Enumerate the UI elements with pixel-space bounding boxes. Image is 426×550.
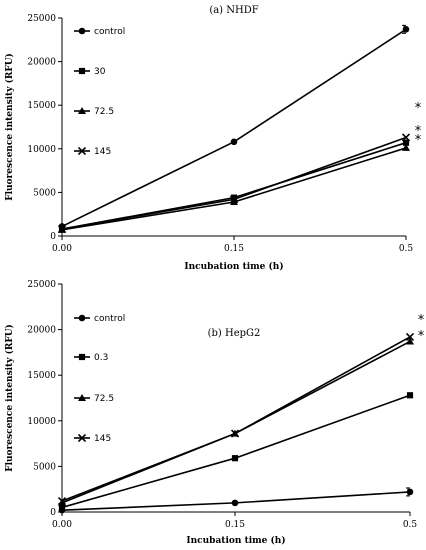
significance-star: * xyxy=(418,313,425,328)
x-tick-label: 0.5 xyxy=(403,520,418,530)
legend-label: 30 xyxy=(94,67,106,77)
legend-marker xyxy=(78,314,86,322)
legend-marker xyxy=(78,27,86,35)
y-tick-label: 15000 xyxy=(27,101,56,111)
data-point xyxy=(230,429,240,438)
y-tick-label: 15000 xyxy=(27,371,56,381)
series-line xyxy=(61,336,411,502)
y-tick-label: 25000 xyxy=(27,280,56,290)
y-tick-label: 0 xyxy=(50,232,56,242)
data-point xyxy=(401,133,411,142)
significance-star: * xyxy=(415,133,422,148)
data-point xyxy=(402,143,410,151)
legend-label: 145 xyxy=(94,147,111,157)
series-72.5 xyxy=(58,337,414,506)
data-point xyxy=(406,392,414,399)
y-tick-label: 0 xyxy=(50,508,56,518)
significance-star: * xyxy=(415,124,422,139)
legend-label: control xyxy=(94,27,125,37)
y-tick-label: 5000 xyxy=(33,462,56,472)
x-tick-label: 0.15 xyxy=(224,244,244,254)
data-point xyxy=(57,224,67,234)
legend-label: 0.3 xyxy=(94,353,108,363)
y-tick-label: 5000 xyxy=(33,188,56,198)
data-point xyxy=(230,194,238,201)
data-point xyxy=(229,195,239,204)
series-0.3 xyxy=(58,392,414,511)
data-point xyxy=(58,504,66,511)
y-tick-label: 25000 xyxy=(27,14,56,24)
legend-label: control xyxy=(94,314,125,324)
x-axis-label: Incubation time (h) xyxy=(184,261,283,272)
legend-marker xyxy=(78,394,86,401)
y-tick-label: 10000 xyxy=(27,145,56,155)
legend-label: 72.5 xyxy=(94,394,114,404)
data-point xyxy=(406,337,414,345)
series-145 xyxy=(57,332,415,506)
legend-marker xyxy=(78,107,86,114)
y-tick-label: 10000 xyxy=(27,417,56,427)
significance-star: * xyxy=(418,329,425,344)
y-tick-label: 20000 xyxy=(27,326,56,336)
legend-label: 72.5 xyxy=(94,107,114,117)
legend-marker xyxy=(77,146,87,156)
data-point xyxy=(231,455,239,462)
y-axis-label: Fluorescence intensity (RFU) xyxy=(4,324,15,472)
series-line xyxy=(61,394,411,509)
data-point xyxy=(57,496,67,506)
data-point xyxy=(230,138,238,146)
chart-title: (b) HepG2 xyxy=(208,328,261,339)
series-145 xyxy=(57,133,411,234)
data-point xyxy=(231,499,239,507)
series-line xyxy=(61,136,407,230)
x-tick-label: 0.5 xyxy=(399,244,414,254)
legend-marker xyxy=(78,353,86,361)
x-tick-label: 0.15 xyxy=(225,520,245,530)
significance-star: * xyxy=(415,101,422,116)
data-point xyxy=(230,197,238,205)
series-control xyxy=(58,488,414,514)
legend-label: 145 xyxy=(94,434,111,444)
series-30 xyxy=(58,139,410,233)
legend-marker xyxy=(77,433,87,443)
x-tick-label: 0.00 xyxy=(52,520,72,530)
legend-marker xyxy=(78,67,86,75)
x-axis-label: Incubation time (h) xyxy=(186,535,285,546)
chart-title: (a) NHDF xyxy=(209,5,258,16)
series-line xyxy=(61,147,407,231)
y-tick-label: 20000 xyxy=(27,58,56,68)
y-axis-label: Fluorescence intensity (RFU) xyxy=(4,53,15,201)
data-point xyxy=(402,139,410,146)
x-tick-label: 0.00 xyxy=(52,244,72,254)
data-point xyxy=(405,332,415,341)
